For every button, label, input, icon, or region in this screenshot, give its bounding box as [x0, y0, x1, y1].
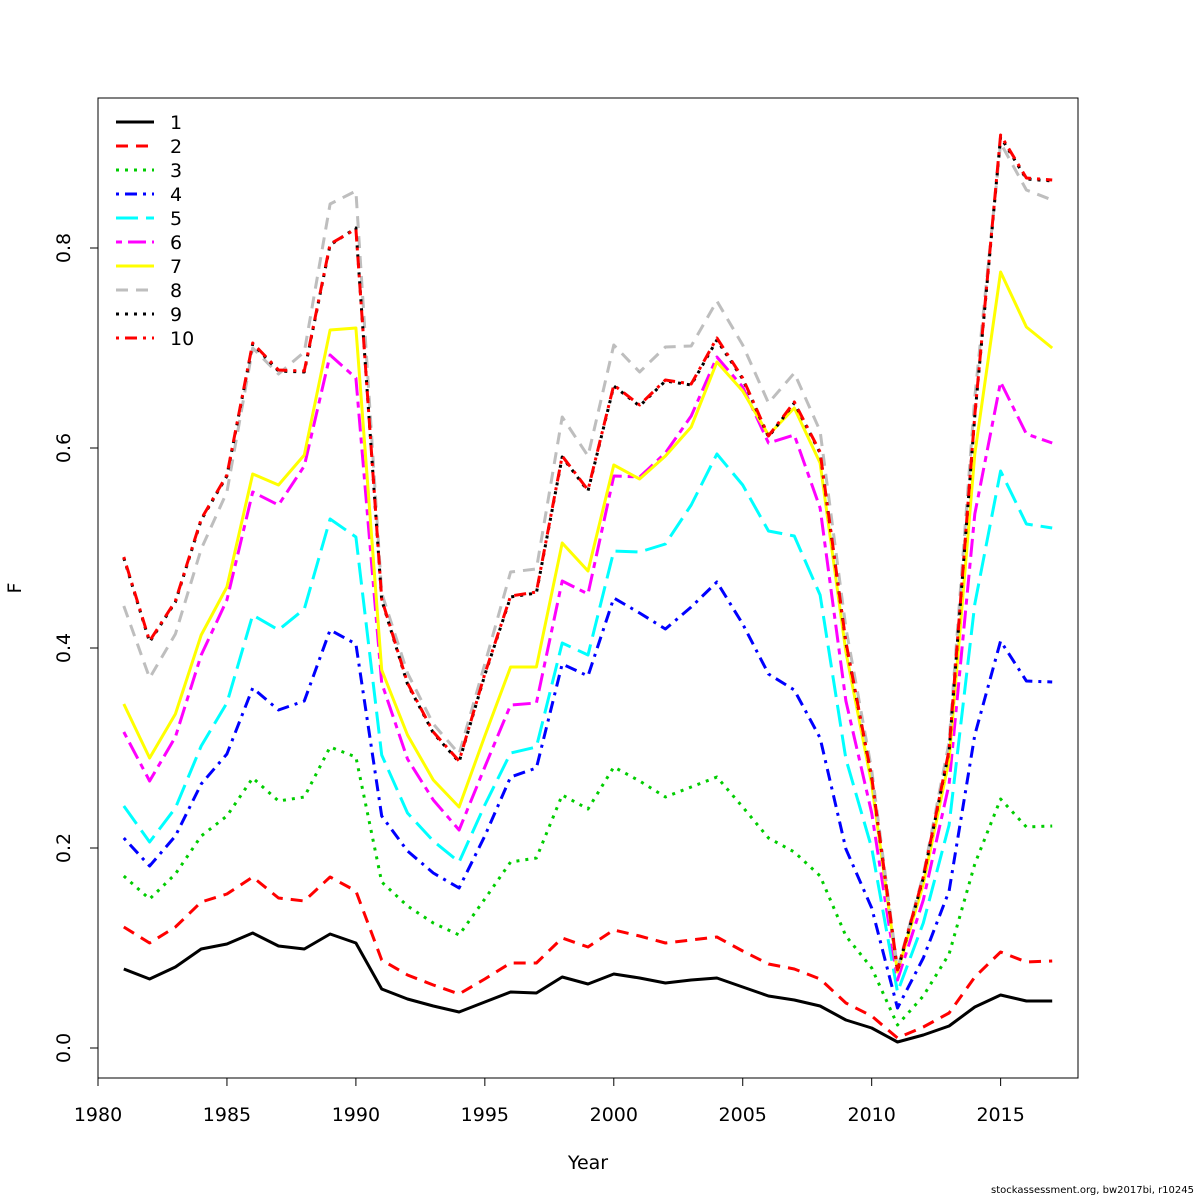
legend-label-3: 3	[170, 160, 182, 182]
series-line-7	[122, 270, 1054, 974]
series-line-4	[122, 580, 1053, 1010]
footnote: stockassessment.org, bw2017bi, r10245	[991, 1185, 1194, 1196]
legend-label-2: 2	[170, 136, 182, 158]
series-line-6	[122, 353, 1053, 982]
x-tick-label: 1985	[203, 1104, 251, 1126]
legend-label-7: 7	[170, 256, 182, 278]
series-line-3	[122, 745, 1053, 1027]
x-axis-label: Year	[567, 1152, 608, 1174]
series-layer	[122, 133, 1054, 1044]
y-tick-label: 0.6	[53, 433, 75, 463]
legend-label-8: 8	[170, 280, 182, 302]
x-tick-label: 2005	[719, 1104, 767, 1126]
y-tick-label: 0.0	[53, 1033, 75, 1063]
series-line-2	[123, 875, 1053, 1040]
legend-label-10: 10	[170, 328, 194, 350]
legend-label-4: 4	[170, 184, 182, 206]
x-tick-label: 2010	[848, 1104, 896, 1126]
series-line-8	[122, 141, 1053, 971]
y-axis-label: F	[4, 583, 26, 594]
x-tick-label: 1980	[74, 1104, 122, 1126]
y-axis: 0.0 0.2 0.4 0.6 0.8	[53, 233, 99, 1063]
series-line-1	[123, 931, 1053, 1044]
series-line-5	[122, 452, 1053, 994]
legend-label-6: 6	[170, 232, 182, 254]
y-tick-label: 0.2	[53, 833, 75, 863]
x-tick-label: 1995	[461, 1104, 509, 1126]
y-tick-label: 0.4	[53, 633, 75, 663]
x-tick-label: 2000	[590, 1104, 638, 1126]
legend-label-1: 1	[170, 112, 182, 134]
x-tick-label: 1990	[332, 1104, 380, 1126]
x-tick-label: 2015	[976, 1104, 1024, 1126]
series-line-9	[122, 135, 1053, 973]
y-tick-label: 0.8	[53, 233, 75, 263]
legend-label-5: 5	[170, 208, 182, 230]
series-line-10	[122, 133, 1053, 972]
legend-label-9: 9	[170, 304, 182, 326]
x-axis: 1980 1985 1990 1995 2000 2005 2010 2015	[74, 1077, 1025, 1126]
